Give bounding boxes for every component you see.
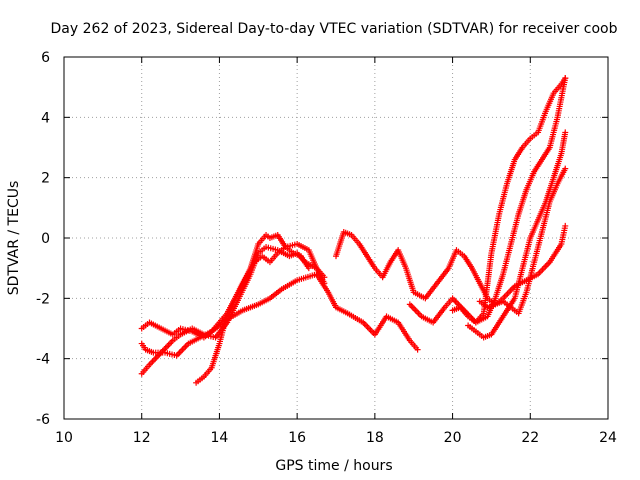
data-point <box>321 280 328 287</box>
y-tick-label: -2 <box>36 291 50 307</box>
y-axis-label: SDTVAR / TECUs <box>6 181 22 296</box>
plot-frame <box>63 56 609 420</box>
x-tick-label: 18 <box>366 430 384 446</box>
chart-title: Day 262 of 2023, Sidereal Day-to-day VTE… <box>51 21 618 37</box>
x-tick-label: 20 <box>444 430 462 446</box>
x-axis-label: GPS time / hours <box>275 458 392 474</box>
x-tick-label: 16 <box>288 430 306 446</box>
x-tick-label: 22 <box>521 430 539 446</box>
y-tick-label: -4 <box>36 352 50 368</box>
series-track-9 <box>476 165 569 317</box>
x-tick-label: 12 <box>133 430 151 446</box>
data-point <box>414 346 421 353</box>
x-tick-label: 10 <box>55 430 73 446</box>
data-point <box>562 129 569 136</box>
data-point <box>305 265 312 272</box>
data-points <box>138 75 569 386</box>
x-tick-labels: 10 12 14 16 18 20 22 24 <box>55 430 617 446</box>
series-track-8 <box>465 129 569 341</box>
y-tick-label: 4 <box>41 110 50 126</box>
series-track-4 <box>193 231 312 386</box>
y-tick-label: 2 <box>41 171 50 187</box>
x-tick-label: 14 <box>211 430 229 446</box>
data-point <box>562 75 569 82</box>
y-tick-label: 0 <box>41 231 50 247</box>
y-tick-label: -6 <box>36 412 50 428</box>
y-tick-labels: -6 -4 -2 0 2 4 6 <box>36 50 50 428</box>
data-point <box>562 222 569 229</box>
data-point <box>562 165 569 172</box>
y-tick-label: 6 <box>41 50 50 66</box>
grid-lines <box>64 57 608 419</box>
x-tick-label: 24 <box>599 430 617 446</box>
series-track-7 <box>449 75 569 326</box>
